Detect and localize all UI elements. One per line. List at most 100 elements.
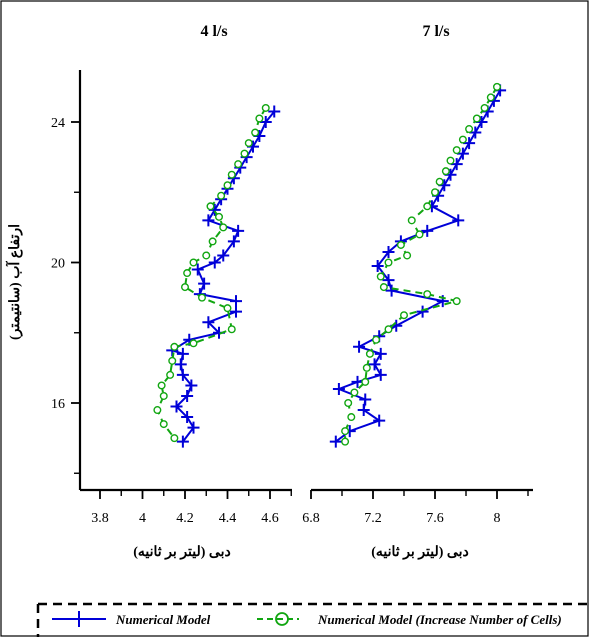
data-point-increase-cells — [423, 202, 432, 211]
data-point-increase-cells — [223, 304, 232, 313]
data-point-numerical — [450, 158, 463, 171]
data-point-numerical — [176, 368, 189, 381]
data-point-numerical — [359, 393, 372, 406]
data-point-numerical — [230, 295, 242, 308]
data-point-increase-cells — [400, 311, 409, 320]
data-point-increase-cells — [208, 237, 217, 246]
data-point-increase-cells — [168, 356, 177, 365]
data-point-increase-cells — [403, 251, 412, 260]
data-point-numerical — [191, 263, 204, 276]
data-point-numerical — [357, 404, 370, 417]
data-point-numerical — [232, 224, 245, 237]
data-point-increase-cells — [197, 293, 206, 302]
data-point-numerical — [421, 224, 434, 237]
data-point-increase-cells — [347, 413, 356, 422]
data-point-increase-cells — [261, 103, 270, 112]
x-tick-label: 7.6 — [426, 511, 444, 526]
x-axis-label-right: دبی (لیتر بر ثانیه) — [371, 545, 468, 560]
data-point-increase-cells — [227, 170, 236, 179]
y-tick-label: 24 — [51, 116, 65, 131]
data-point-increase-cells — [384, 258, 393, 267]
data-point-increase-cells — [219, 223, 228, 232]
series-layer — [153, 82, 507, 448]
data-point-increase-cells — [170, 434, 179, 443]
data-point-increase-cells — [423, 290, 432, 299]
data-point-increase-cells — [350, 388, 359, 397]
data-point-increase-cells — [493, 82, 502, 91]
data-point-numerical — [185, 379, 198, 392]
data-point-increase-cells — [189, 258, 198, 267]
data-point-increase-cells — [365, 349, 374, 358]
data-point-increase-cells — [202, 251, 211, 260]
series-line-numerical — [335, 89, 501, 443]
data-point-numerical — [452, 214, 465, 227]
data-point-increase-cells — [452, 146, 461, 155]
data-point-increase-cells — [472, 114, 481, 123]
data-point-numerical — [208, 256, 221, 269]
data-point-increase-cells — [255, 114, 264, 123]
x-tick-label: 4.6 — [261, 511, 279, 526]
data-point-increase-cells — [372, 335, 381, 344]
data-point-increase-cells — [234, 160, 243, 169]
data-point-increase-cells — [341, 437, 350, 446]
data-point-increase-cells — [458, 135, 467, 144]
data-point-numerical — [329, 435, 342, 448]
data-point-increase-cells — [361, 377, 370, 386]
data-point-numerical — [353, 340, 366, 353]
data-point-increase-cells — [486, 93, 495, 102]
data-point-increase-cells — [159, 420, 168, 429]
data-point-numerical — [463, 137, 476, 150]
data-point-numerical — [416, 305, 429, 318]
data-point-numerical — [176, 347, 189, 360]
data-point-increase-cells — [180, 283, 189, 292]
data-point-increase-cells — [376, 272, 385, 281]
data-point-numerical — [268, 105, 281, 118]
data-point-numerical — [368, 358, 381, 371]
x-tick-label: 4.4 — [219, 511, 237, 526]
data-point-increase-cells — [446, 156, 455, 165]
data-point-numerical — [170, 400, 183, 413]
legend-circle-marker — [275, 612, 289, 626]
data-point-numerical — [176, 435, 189, 448]
data-point-increase-cells — [217, 191, 226, 200]
data-point-increase-cells — [189, 339, 198, 348]
data-point-numerical — [385, 284, 398, 297]
y-tick-label: 16 — [51, 397, 65, 412]
data-point-increase-cells — [240, 149, 249, 158]
data-point-numerical — [382, 274, 395, 287]
data-point-numerical — [469, 126, 482, 139]
legend-border — [36, 602, 589, 637]
x-tick-label: 3.8 — [91, 511, 109, 526]
data-point-numerical — [217, 249, 230, 262]
data-point-increase-cells — [465, 125, 474, 134]
data-point-increase-cells — [431, 188, 440, 197]
data-point-numerical — [456, 147, 469, 160]
x-tick-label: 7.2 — [364, 511, 382, 526]
data-point-increase-cells — [452, 297, 461, 306]
data-point-increase-cells — [344, 399, 353, 408]
data-point-increase-cells — [441, 167, 450, 176]
data-point-increase-cells — [166, 370, 175, 379]
data-point-increase-cells — [341, 427, 350, 436]
data-point-increase-cells — [227, 325, 236, 334]
legend-label-numerical: Numerical Model — [115, 612, 211, 627]
data-point-numerical — [181, 389, 194, 402]
data-point-numerical — [202, 214, 215, 227]
legend: Numerical Model Numerical Model (Increas… — [36, 602, 589, 637]
data-point-numerical — [181, 411, 194, 424]
data-point-increase-cells — [170, 342, 179, 351]
x-tick-label: 6.8 — [302, 511, 320, 526]
data-point-numerical — [374, 368, 387, 381]
data-point-numerical — [382, 245, 395, 258]
data-point-increase-cells — [223, 181, 232, 190]
x-tick-label: 4.2 — [176, 511, 194, 526]
panel-title-7: 7 l/s — [422, 23, 449, 40]
x-axis-label-left: دبی (لیتر بر ثانیه) — [133, 545, 230, 560]
data-point-increase-cells — [407, 216, 416, 225]
data-point-increase-cells — [480, 103, 489, 112]
y-axis-label: ارتفاع آب (سانتیمتر) — [5, 224, 23, 340]
data-point-numerical — [230, 305, 242, 318]
